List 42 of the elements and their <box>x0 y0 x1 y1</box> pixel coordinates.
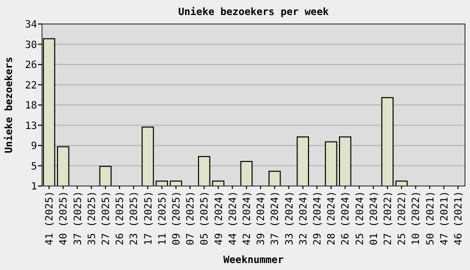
x-axis-title: Weeknummer <box>223 255 284 266</box>
y-axis-title: Unieke bezoekers <box>3 56 15 154</box>
y-tick-label: 13 <box>24 120 37 132</box>
x-tick-label: 37 (2024) <box>270 191 282 246</box>
x-tick-label: 17 (2025) <box>143 191 154 246</box>
x-tick-label: 05 (2025) <box>200 191 211 246</box>
chart-title: Unieke bezoekers per week <box>178 6 329 18</box>
x-tick-label: 26 (2025) <box>115 191 126 246</box>
x-tick-label: 49 (2024) <box>214 191 225 246</box>
x-tick-label: 39 (2024) <box>256 191 268 246</box>
x-tick-label: 07 (2025) <box>186 191 197 246</box>
x-tick-label: 25 (2022) <box>397 191 408 246</box>
x-tick-label: 47 (2021) <box>439 191 450 246</box>
x-tick-label: 32 (2024) <box>298 191 310 246</box>
x-tick-label: 41 (2025) <box>44 191 56 246</box>
x-tick-label: 23 (2025) <box>129 191 140 246</box>
x-tick-label: 50 (2021) <box>425 191 436 246</box>
y-tick-label: 5 <box>30 161 37 172</box>
y-tick-label: 22 <box>24 80 37 92</box>
x-tick-label: 46 (2021) <box>453 191 464 246</box>
x-tick-label: 35 (2025) <box>86 191 98 246</box>
x-tick-label: 10 (2022) <box>411 191 422 246</box>
y-tick-label: 9 <box>30 141 37 152</box>
x-tick-label: 27 (2025) <box>100 191 112 246</box>
y-tick-label: 18 <box>24 100 37 112</box>
x-tick-label: 09 (2025) <box>171 191 182 246</box>
y-tick-label: 30 <box>24 40 37 51</box>
x-tick-label: 27 (2022) <box>382 191 394 246</box>
x-tick-label: 33 (2024) <box>284 191 296 246</box>
x-tick-label: 29 (2024) <box>312 191 324 246</box>
x-tick-label: 26 (2024) <box>340 191 352 246</box>
y-tick-label: 26 <box>24 60 37 71</box>
y-tick-label: 34 <box>24 20 37 30</box>
x-tick-label: 28 (2024) <box>326 191 338 246</box>
x-tick-label: 40 (2025) <box>58 191 70 246</box>
x-tick-label: 42 (2024) <box>242 191 253 246</box>
x-tick-label: 11 (2025) <box>157 191 168 246</box>
x-tick-label: 37 (2025) <box>72 191 84 246</box>
x-tick-label: 44 (2024) <box>228 191 239 246</box>
y-tick-label: 1 <box>30 182 37 192</box>
x-tick-label: 25 (2024) <box>354 191 366 246</box>
x-tick-label: 01 (2024) <box>368 191 380 246</box>
